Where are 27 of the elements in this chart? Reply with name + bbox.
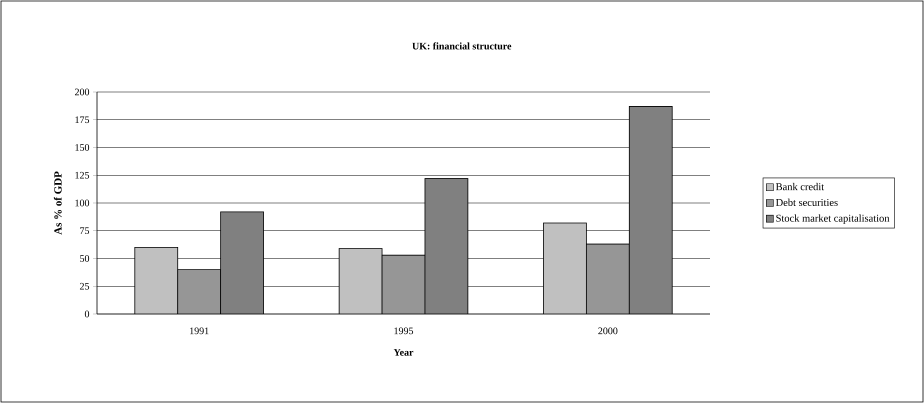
x-axis-title: Year [394, 349, 414, 356]
bar [339, 248, 382, 314]
y-tick-label: 50 [80, 255, 90, 262]
y-tick-label: 175 [75, 116, 90, 124]
bar [628, 106, 673, 314]
bar [134, 247, 178, 314]
y-axis-title: As % of GDP [54, 172, 62, 235]
legend-label: Stock market capitalisation [776, 214, 890, 224]
bar [424, 178, 468, 314]
chart-title: UK: financial structure [412, 42, 512, 50]
bar [220, 212, 264, 314]
y-tick-label: 25 [80, 282, 90, 290]
y-tick-label: 75 [80, 227, 90, 234]
x-tick-label: 1995 [394, 328, 414, 334]
x-tick-label: 1991 [190, 328, 209, 334]
x-tick-label: 2000 [598, 328, 618, 334]
bar [382, 255, 425, 314]
bar [586, 244, 630, 314]
y-tick-label: 0 [84, 310, 90, 318]
bar [543, 222, 587, 314]
legend-label: Debt securities [776, 198, 838, 206]
legend-label: Bank credit [776, 182, 824, 190]
bar [178, 270, 221, 314]
y-tick-label: 200 [74, 88, 90, 96]
y-tick-label: 100 [75, 200, 90, 206]
y-tick-label: 125 [75, 172, 90, 179]
y-tick-label: 150 [75, 144, 90, 151]
